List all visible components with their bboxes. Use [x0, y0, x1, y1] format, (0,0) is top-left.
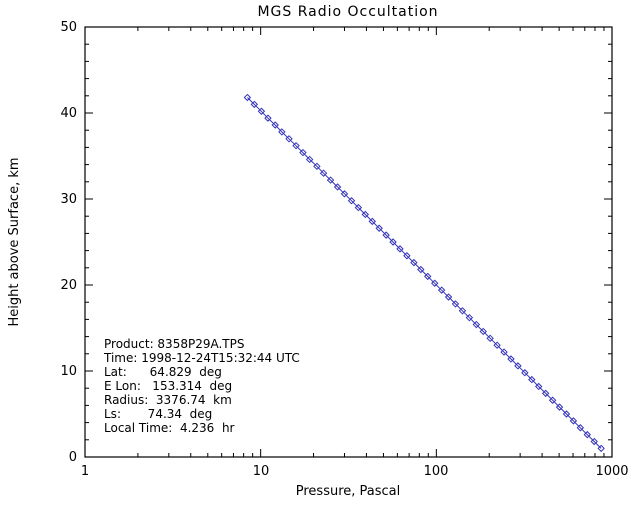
plot-frame [84, 26, 613, 458]
chart-title: MGS Radio Occultation [257, 4, 438, 20]
series-line [247, 97, 602, 449]
annotation-line-time: Time: 1998-12-24T15:32:44 UTC [103, 351, 300, 365]
y-axis-tick-labels: 0 10 20 30 40 50 [60, 20, 77, 465]
y-tick-label: 30 [60, 192, 77, 207]
diamond-marker [354, 203, 363, 212]
diamond-marker [417, 265, 425, 274]
diamond-marker [548, 396, 557, 404]
diamond-marker [361, 210, 369, 219]
diamond-marker [486, 334, 494, 343]
y-tick-label: 10 [60, 364, 77, 379]
diamond-marker [431, 279, 439, 287]
y-tick-label: 0 [69, 450, 77, 465]
diamond-marker [479, 327, 487, 336]
diamond-marker [375, 224, 383, 232]
diamond-marker [264, 114, 272, 122]
diamond-marker [299, 148, 307, 157]
diamond-marker [396, 245, 404, 253]
diamond-marker [444, 293, 453, 301]
annotation-line-product: Product: 8358P29A.TPS [104, 337, 244, 351]
diamond-marker [493, 341, 501, 349]
diamond-marker [590, 437, 598, 446]
diamond-marker [576, 424, 585, 432]
diamond-marker [541, 389, 550, 398]
diamond-marker [555, 403, 564, 411]
x-tick-label: 1 [81, 464, 89, 479]
diamond-marker [569, 417, 578, 425]
annotation-line-elon: E Lon: 153.314 deg [104, 379, 232, 393]
data-series [243, 93, 605, 453]
diamond-marker [458, 307, 467, 315]
x-axis-label: Pressure, Pascal [296, 484, 401, 499]
diamond-marker [597, 444, 605, 453]
plot-border [84, 26, 613, 458]
diamond-marker [583, 430, 591, 439]
diamond-marker [403, 252, 411, 260]
y-tick-label: 50 [60, 20, 77, 35]
diamond-marker [292, 141, 300, 150]
diamond-marker [250, 100, 259, 109]
diamond-marker [319, 169, 328, 177]
diamond-marker [451, 300, 460, 308]
diamond-marker [278, 128, 286, 136]
diamond-marker [410, 258, 418, 267]
diamond-marker [285, 135, 293, 143]
diamond-marker [535, 382, 543, 391]
diamond-marker [465, 313, 474, 322]
x-tick-label: 10 [253, 464, 270, 479]
diamond-marker [257, 107, 266, 115]
diamond-marker [382, 231, 390, 239]
diamond-marker [313, 162, 321, 171]
diamond-marker [271, 121, 279, 129]
x-tick-label: 1000 [595, 464, 628, 479]
annotation-line-ls: Ls: 74.34 deg [104, 407, 212, 421]
diamond-marker [347, 197, 356, 205]
diamond-marker [243, 93, 252, 102]
diamond-marker [528, 375, 536, 384]
diamond-marker [305, 155, 314, 164]
y-tick-label: 20 [60, 278, 77, 293]
diamond-marker [521, 369, 529, 377]
diamond-marker [326, 176, 335, 184]
diamond-marker [514, 362, 522, 370]
annotation-line-radius: Radius: 3376.74 km [104, 393, 232, 407]
annotation-block: Product: 8358P29A.TPS Time: 1998-12-24T1… [103, 337, 300, 435]
diamond-marker [437, 286, 446, 294]
diamond-marker [472, 320, 481, 329]
diamond-marker [368, 217, 377, 226]
diamond-marker [507, 355, 515, 363]
y-tick-label: 40 [60, 106, 77, 121]
diamond-marker [423, 272, 432, 281]
diamond-marker [389, 238, 397, 246]
diamond-marker [562, 410, 571, 418]
annotation-line-lat: Lat: 64.829 deg [104, 365, 222, 379]
x-axis-tick-labels: 1 10 100 1000 [81, 464, 629, 479]
annotation-line-localtime: Local Time: 4.236 hr [104, 421, 235, 435]
diamond-marker [333, 183, 342, 191]
y-axis-label: Height above Surface, km [7, 157, 22, 326]
x-tick-label: 100 [424, 464, 449, 479]
diamond-marker [340, 190, 349, 198]
diamond-marker [500, 348, 508, 356]
